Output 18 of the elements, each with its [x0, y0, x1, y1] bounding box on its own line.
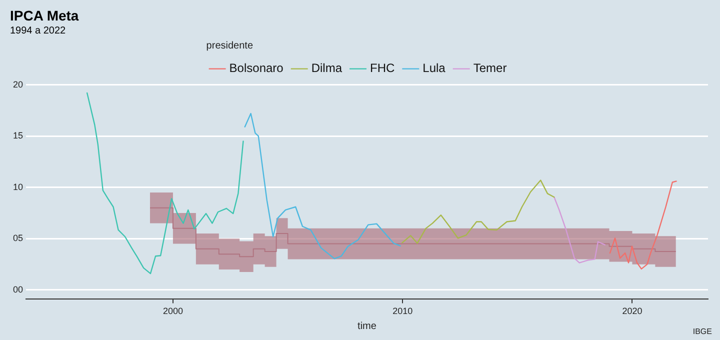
legend-label: Lula — [422, 61, 446, 76]
x-tick-label: 2020 — [622, 306, 642, 316]
chart-title: IPCA Meta — [10, 7, 79, 24]
text: IBGE — [692, 327, 712, 336]
legend-label: FHC — [370, 61, 396, 76]
legend-title: presidente — [206, 40, 254, 52]
legend-label: Dilma — [311, 61, 342, 76]
chart-subtitle: 1994 a 2022 — [10, 26, 66, 37]
x-axis-title: time — [358, 320, 377, 332]
legend-label: Bolsonaro — [229, 61, 284, 76]
y-tick-label: 15 — [12, 130, 24, 141]
y-tick-label: 00 — [12, 284, 24, 294]
y-tick-label: 20 — [12, 79, 24, 90]
y-tick-label: 10 — [12, 182, 24, 192]
x-tick-label: 2000 — [162, 306, 183, 316]
x-tick-label: 2010 — [392, 306, 413, 316]
legend-label: Temer — [473, 61, 507, 76]
y-tick-label: 05 — [12, 233, 24, 244]
